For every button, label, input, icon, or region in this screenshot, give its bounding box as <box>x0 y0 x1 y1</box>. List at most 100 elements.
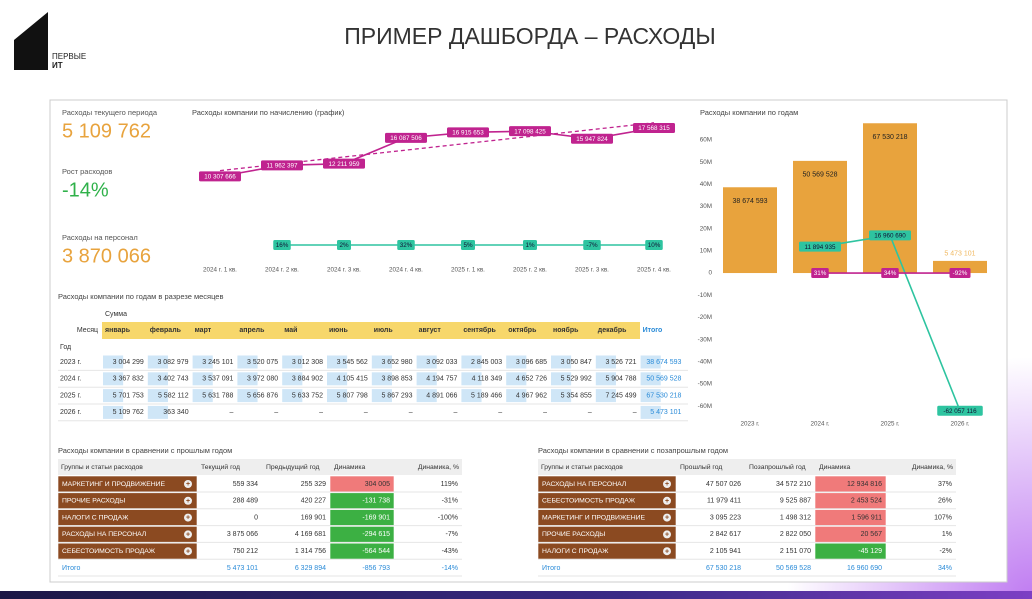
cell-bg <box>192 389 213 403</box>
data-label-box <box>633 123 675 133</box>
data-label: 17 098 425 <box>514 128 546 135</box>
category-name: НАЛОГИ С ПРОДАЖ <box>62 514 129 521</box>
y-tick-label: -20M <box>698 314 712 321</box>
cell-bg <box>506 355 527 369</box>
data-label: 38 674 593 <box>732 198 767 205</box>
data-label: 10% <box>648 242 661 249</box>
data-label-box <box>385 132 427 143</box>
cell-bg <box>371 389 392 403</box>
kpi-value: 5 109 762 <box>62 120 151 142</box>
table-cell: -2% <box>940 548 952 555</box>
table-cell: 3 520 075 <box>247 359 278 366</box>
table-cell: – <box>274 409 278 416</box>
table-cell: 50 569 528 <box>646 376 681 383</box>
table-cell: – <box>453 409 457 416</box>
table-header-bg <box>538 459 956 475</box>
table-cell: -856 793 <box>362 565 390 572</box>
table-cell: 288 489 <box>233 498 258 505</box>
expand-plus: + <box>665 498 669 505</box>
table-cell: 5 701 753 <box>113 392 144 399</box>
data-label-box <box>523 240 537 250</box>
table-cell: 50 569 528 <box>776 565 811 572</box>
category-name: МАРКЕТИНГ И ПРОДВИЖЕНИЕ <box>542 514 646 521</box>
table-cell: 3 012 308 <box>292 359 323 366</box>
x-tick-label: 2023 г. <box>740 421 759 428</box>
table-cell: 3 402 743 <box>157 376 188 383</box>
table-measure: Сумма <box>105 311 127 318</box>
table-cell: -294 615 <box>362 531 390 538</box>
bottom-band <box>0 591 1032 599</box>
table-cell: 3 875 066 <box>227 531 258 538</box>
column-header: Прошлый год <box>680 463 722 471</box>
data-label-box <box>199 171 241 182</box>
data-label: 12 211 959 <box>328 161 360 168</box>
data-label: 16% <box>276 242 289 249</box>
data-label: 5 473 101 <box>944 251 975 258</box>
column-header: март <box>195 327 212 334</box>
table-cell: 3 092 033 <box>426 359 457 366</box>
table-cell: -7% <box>446 531 458 538</box>
table-cell: 5 473 101 <box>650 409 681 416</box>
category-name: РАСХОДЫ НА ПЕРСОНАЛ <box>542 481 626 488</box>
y-tick-label: -50M <box>698 381 712 388</box>
data-label: 50 569 528 <box>802 172 837 179</box>
expand-icon <box>184 513 192 522</box>
category-name: МАРКЕТИНГ И ПРОДВИЖЕНИЕ <box>62 481 166 488</box>
y-tick-label: 30M <box>700 203 712 210</box>
table-cell: 363 340 <box>163 409 188 416</box>
expand-plus: + <box>665 515 669 522</box>
expand-icon <box>184 530 192 539</box>
cell-bg <box>237 372 258 386</box>
table-cell: 3 972 080 <box>247 376 278 383</box>
data-label: 67 530 218 <box>872 134 907 141</box>
table-row-header: Год <box>60 344 71 351</box>
table-cell: – <box>498 409 502 416</box>
logo-text: ПЕРВЫЕ <box>52 52 86 61</box>
table-cell: – <box>588 409 592 416</box>
column-header: январь <box>105 327 131 334</box>
cell-bg <box>551 372 572 386</box>
expand-plus: + <box>186 498 190 505</box>
category-name: Итого <box>542 565 560 572</box>
table-cell: 2 453 524 <box>851 498 882 505</box>
table-cell: 3 898 853 <box>381 376 412 383</box>
category-name: СЕБЕСТОИМОСТЬ ПРОДАЖ <box>542 498 636 505</box>
data-label: 16 915 653 <box>452 130 484 137</box>
data-label-box <box>337 239 351 250</box>
kpi-value: -14% <box>62 179 109 201</box>
table-cell: 4 194 757 <box>426 376 457 383</box>
cell-bg <box>416 372 437 386</box>
expand-icon <box>663 496 671 505</box>
table-cell: -43% <box>442 548 458 555</box>
expand-plus: + <box>186 515 190 522</box>
table-cell: 3 095 223 <box>710 514 741 521</box>
kpi-label: Расходы текущего периода <box>62 108 158 117</box>
data-label-box <box>509 126 551 137</box>
table-cell: 67 530 218 <box>706 565 741 572</box>
table-cell: 67 530 218 <box>646 392 681 399</box>
table-cell: 3 652 980 <box>381 359 412 366</box>
data-label: 5% <box>463 242 473 249</box>
table-cell: 5 189 466 <box>471 392 502 399</box>
data-label-box <box>571 133 613 144</box>
table-cell: 5 867 293 <box>381 392 412 399</box>
column-header: июнь <box>329 327 349 334</box>
row-label: 2025 г. <box>60 392 81 399</box>
cell-bg <box>371 372 392 386</box>
data-label: 34% <box>884 270 897 277</box>
cell-bg <box>147 389 168 403</box>
table-cell: 304 005 <box>365 481 390 488</box>
chart-title: Расходы компании по начислению (график) <box>192 108 345 117</box>
expand-plus: + <box>665 548 669 555</box>
table-cell: 169 901 <box>301 514 326 521</box>
table-cell: 5 473 101 <box>227 565 258 572</box>
table-cell: – <box>543 409 547 416</box>
table-cell: – <box>229 409 233 416</box>
data-label-box <box>583 240 601 251</box>
data-label-box <box>881 268 899 279</box>
data-label-box <box>323 158 365 169</box>
cell-bg <box>595 389 616 403</box>
table-cell: 2 822 050 <box>780 531 811 538</box>
table-cell: 34% <box>938 565 952 572</box>
data-label-box <box>261 160 303 171</box>
